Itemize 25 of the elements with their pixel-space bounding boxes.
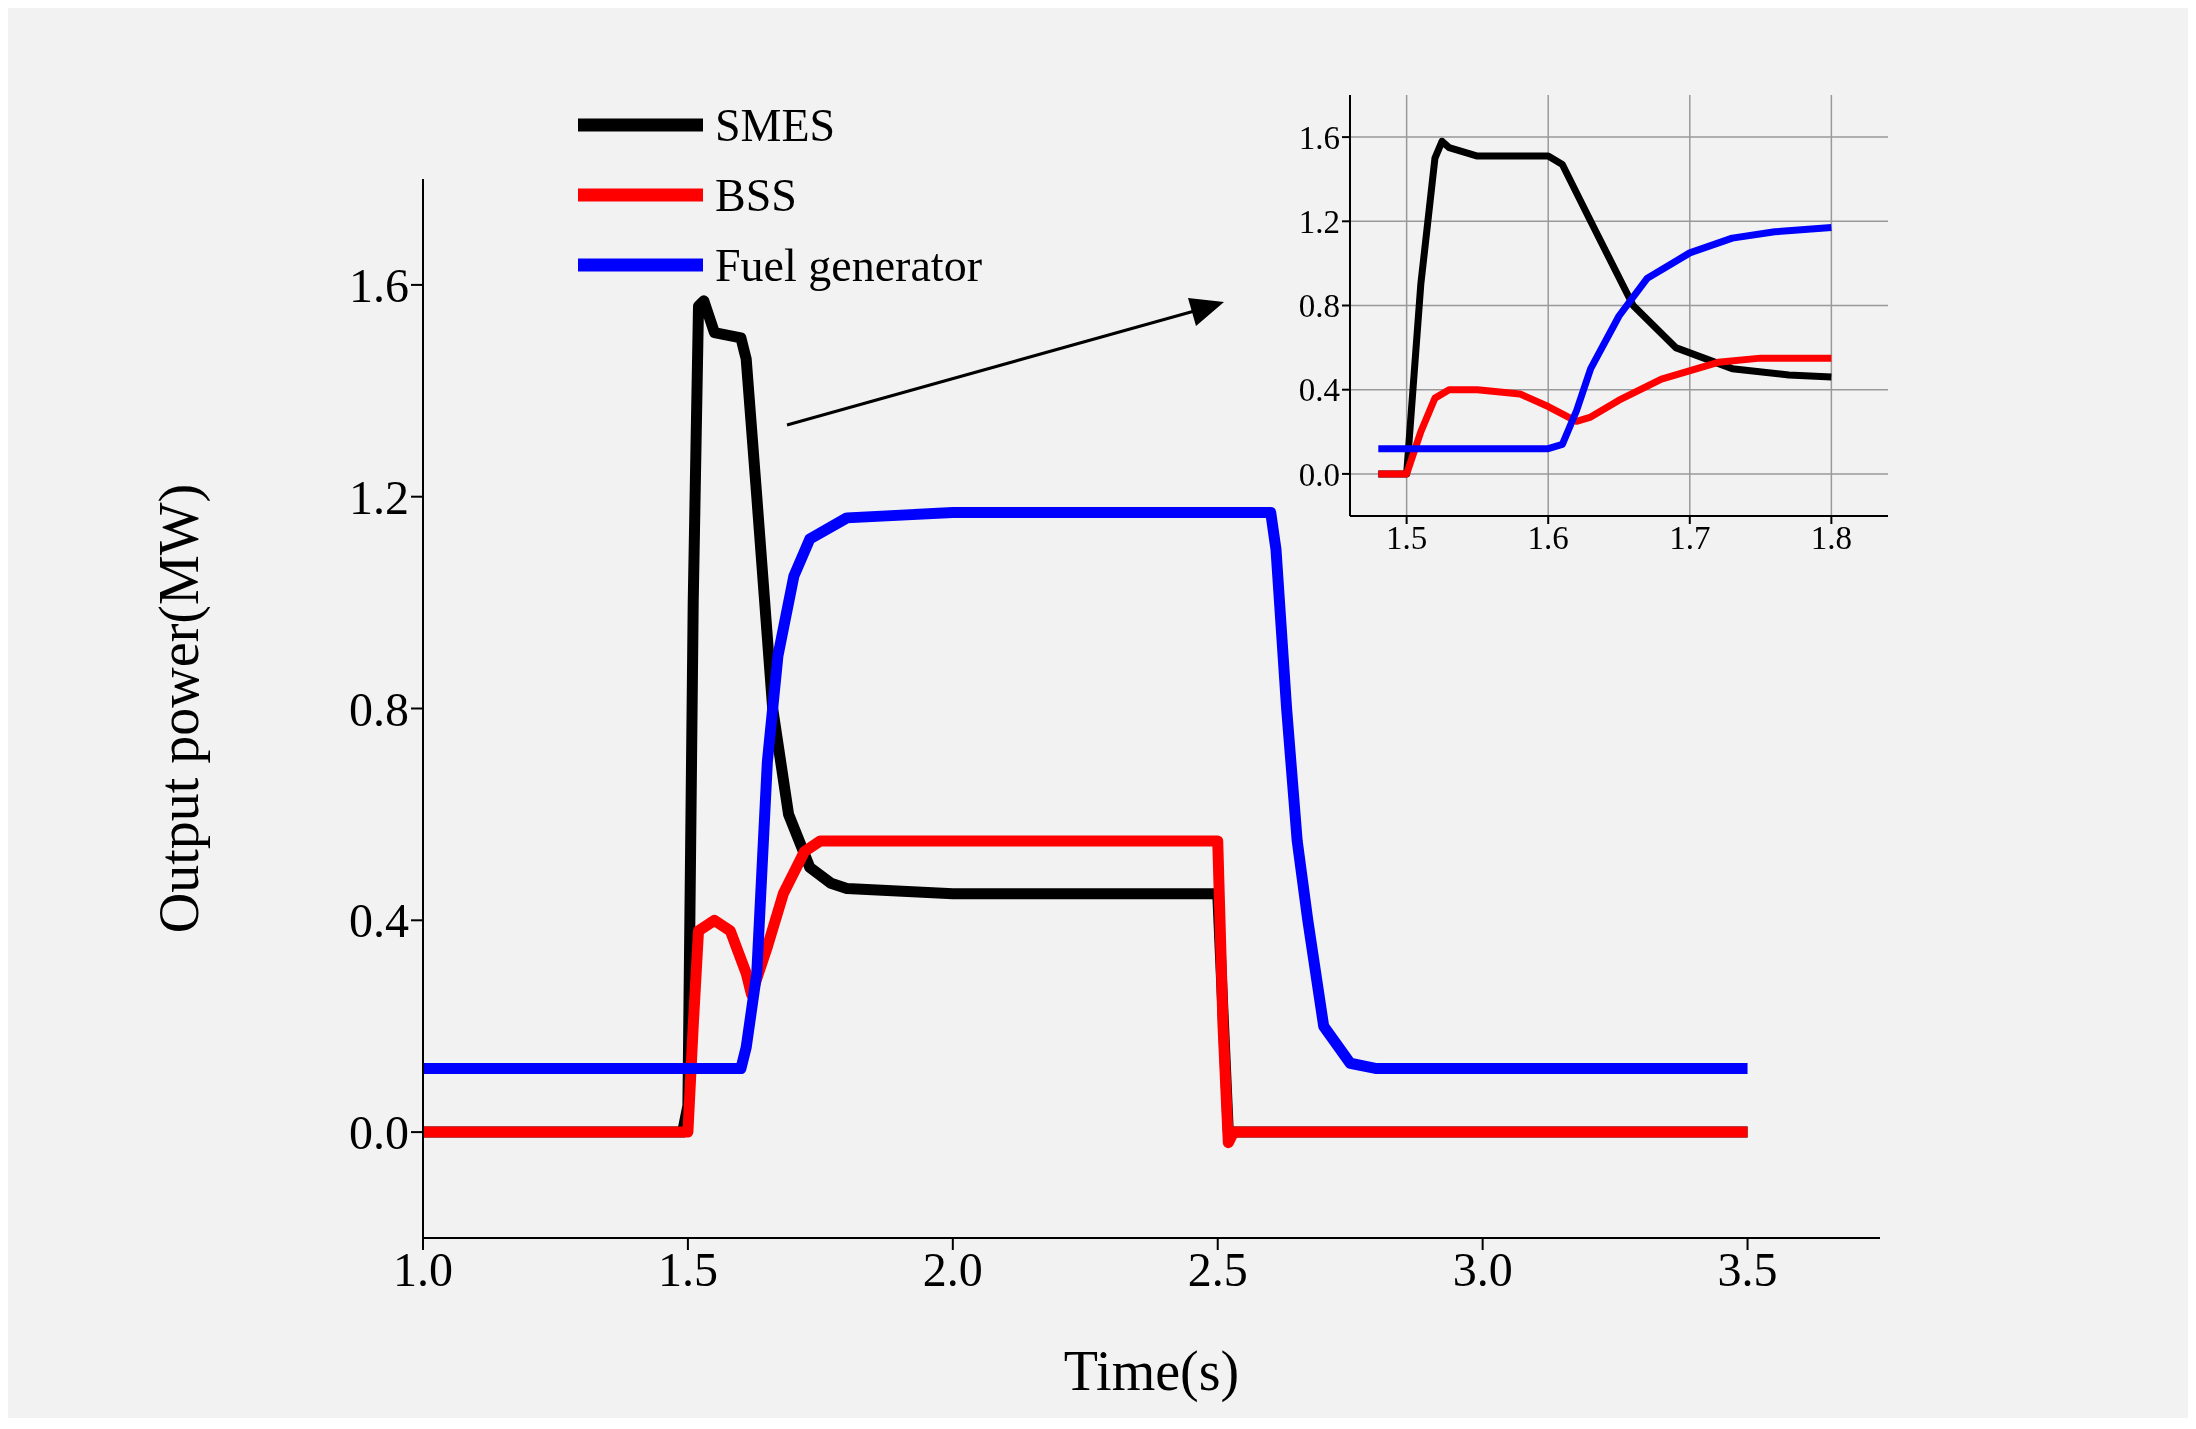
x-tick-label: 3.0 (1452, 1243, 1513, 1297)
y-tick-label: 0.0 (1298, 456, 1340, 493)
x-tick-label: 1.7 (1669, 520, 1711, 557)
x-tick-label: 1.8 (1810, 520, 1852, 557)
x-tick-label: 1.0 (393, 1243, 453, 1297)
x-tick-label: 1.5 (1386, 520, 1428, 557)
y-tick-label: 0.4 (1298, 372, 1340, 409)
x-tick-label: 2.5 (1187, 1243, 1248, 1297)
y-tick-label: 0.4 (349, 894, 409, 948)
legend-label: Fuel generator (715, 238, 982, 292)
legend-label: BSS (715, 168, 797, 222)
y-axis-title: Output power(MW) (147, 483, 211, 934)
y-tick-label: 1.2 (1298, 204, 1340, 241)
x-tick-label: 3.5 (1717, 1243, 1778, 1297)
x-tick-label: 1.5 (657, 1243, 718, 1297)
y-tick-label: 1.6 (349, 258, 409, 312)
y-tick-label: 0.8 (1298, 288, 1340, 325)
y-tick-label: 1.6 (1298, 119, 1340, 156)
y-tick-label: 0.0 (349, 1106, 409, 1160)
x-tick-label: 2.0 (922, 1243, 983, 1297)
x-tick-label: 1.6 (1527, 520, 1569, 557)
x-axis-title: Time(s) (1063, 1340, 1240, 1403)
legend-label: SMES (715, 98, 836, 152)
y-tick-label: 0.8 (349, 682, 409, 736)
y-tick-label: 1.2 (349, 470, 409, 524)
